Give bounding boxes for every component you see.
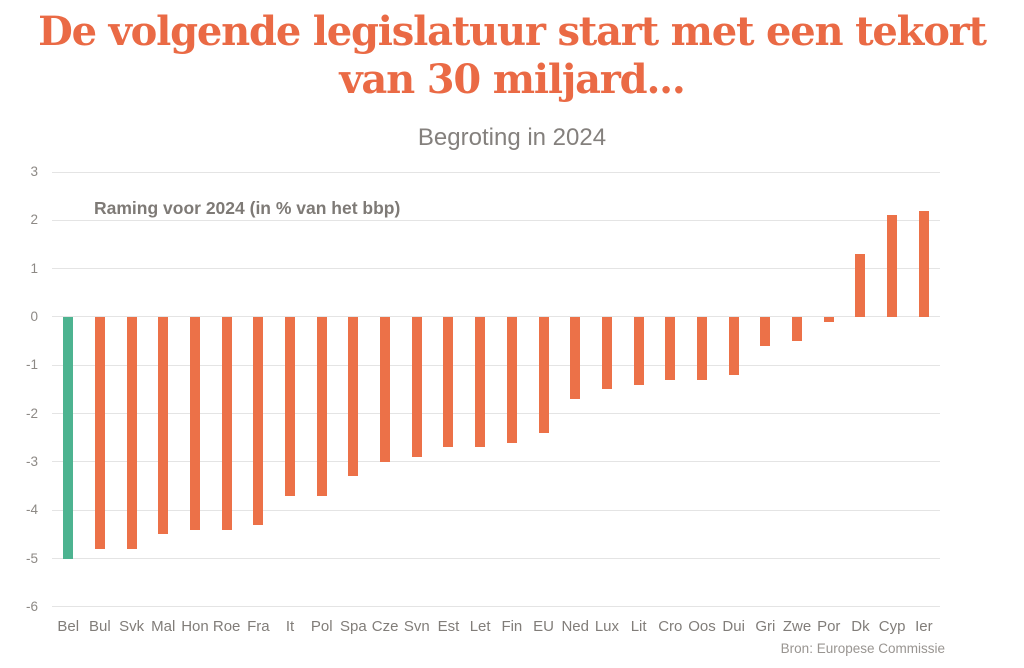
y-axis-tick-label-1: 1 — [30, 260, 38, 276]
bar-Por — [823, 316, 834, 322]
bar-Lux — [601, 316, 612, 390]
x-axis-label-Fin: Fin — [501, 618, 523, 635]
x-axis-label-Cro: Cro — [658, 618, 683, 635]
chart-headline: De volgende legislatuur start met een te… — [0, 8, 1024, 104]
bar-Dk — [855, 254, 866, 317]
y-axis-tick-label--3: -3 — [25, 453, 38, 469]
bar-Svn — [411, 316, 422, 458]
y-axis-tick-label--2: -2 — [25, 405, 38, 421]
bar-Pol — [316, 316, 327, 496]
y-axis-tick-label--5: -5 — [25, 550, 38, 566]
x-axis-label-Cze: Cze — [371, 618, 399, 635]
x-axis-label-Oos: Oos — [688, 618, 716, 635]
x-axis-label-Mal: Mal — [151, 618, 176, 635]
x-axis-label-Ier: Ier — [915, 618, 933, 635]
x-axis-label-Lit: Lit — [630, 618, 647, 635]
bar-Oos — [697, 316, 707, 380]
y-axis-tick-label-3: 3 — [30, 164, 38, 179]
gridline-y-5 — [52, 558, 940, 560]
bar-Cze — [380, 316, 391, 462]
y-axis-tick-label-2: 2 — [30, 212, 38, 228]
x-axis-label-Svn: Svn — [403, 618, 430, 635]
x-axis-label-Let: Let — [469, 618, 491, 635]
x-axis-label-EU: EU — [533, 618, 554, 635]
x-axis-label-Bul: Bul — [89, 618, 111, 635]
bar-EU — [538, 316, 549, 433]
bar-Lit — [633, 316, 644, 385]
bar-Zwe — [792, 316, 803, 342]
bar-Cyp — [887, 215, 898, 317]
bar-Fra — [253, 316, 264, 525]
bar-Spa — [348, 316, 359, 477]
bar-Gri — [760, 316, 771, 346]
bar-Fin — [506, 316, 517, 443]
source-note: Bron: Europese Commissie — [780, 641, 945, 656]
gridline-y-4 — [52, 509, 940, 511]
y-axis-tick-label--6: -6 — [25, 598, 38, 614]
bar-chart: Raming voor 2024 (in % van het bbp) Bron… — [0, 160, 1024, 668]
gridline-y-3 — [52, 461, 940, 463]
x-axis-label-Gri: Gri — [755, 618, 776, 635]
x-axis-label-Spa: Spa — [340, 618, 367, 635]
bar-Dui — [728, 316, 739, 375]
axis-unit-annotation: Raming voor 2024 (in % van het bbp) — [94, 198, 401, 218]
bar-Svk — [126, 316, 137, 549]
bar-Ned — [570, 316, 581, 400]
plot-area — [52, 171, 940, 608]
x-axis-label-Bel: Bel — [57, 618, 80, 635]
headline-line-1: De volgende legislatuur start met een te… — [38, 8, 987, 55]
x-axis-label-Est: Est — [437, 618, 460, 635]
bar-Cro — [665, 316, 676, 380]
x-axis-label-Svk: Svk — [119, 618, 145, 635]
y-axis-tick-label--4: -4 — [25, 502, 38, 518]
x-axis-label-Dk: Dk — [851, 618, 870, 635]
bar-Hon — [189, 316, 200, 530]
bar-Let — [475, 316, 486, 448]
gridline-y0 — [52, 316, 940, 318]
x-axis-label-Hon: Hon — [181, 618, 209, 635]
headline-line-2: van 30 miljard... — [339, 56, 685, 103]
bar-Bul — [94, 316, 105, 549]
bar-Roe — [221, 316, 232, 530]
x-axis-label-Ned: Ned — [561, 618, 589, 635]
gridline-y3 — [52, 171, 940, 173]
x-axis-label-Pol: Pol — [310, 618, 333, 635]
x-axis-label-Roe: Roe — [212, 618, 241, 635]
gridline-y-6 — [52, 606, 940, 608]
x-axis-label-Dui: Dui — [722, 618, 745, 635]
x-axis-label-Fra: Fra — [247, 618, 270, 635]
bar-Ier — [918, 210, 929, 317]
chart-subtitle: Begroting in 2024 — [417, 124, 607, 151]
gridline-y1 — [52, 268, 940, 270]
gridline-y-2 — [52, 413, 940, 415]
gridline-y-1 — [52, 364, 940, 366]
x-axis-label-Cyp: Cyp — [878, 618, 906, 635]
gridline-y2 — [52, 219, 940, 221]
x-axis-label-Por: Por — [817, 618, 841, 635]
bar-Mal — [158, 316, 169, 535]
y-axis-tick-label-0: 0 — [30, 308, 38, 324]
bar-Bel — [63, 316, 74, 559]
x-axis-label-Zwe: Zwe — [782, 618, 812, 635]
x-axis-label-It: It — [285, 618, 295, 635]
bar-Est — [443, 316, 454, 448]
y-axis-tick-label--1: -1 — [25, 357, 38, 373]
bar-It — [285, 316, 296, 496]
x-axis-label-Lux: Lux — [594, 618, 620, 635]
